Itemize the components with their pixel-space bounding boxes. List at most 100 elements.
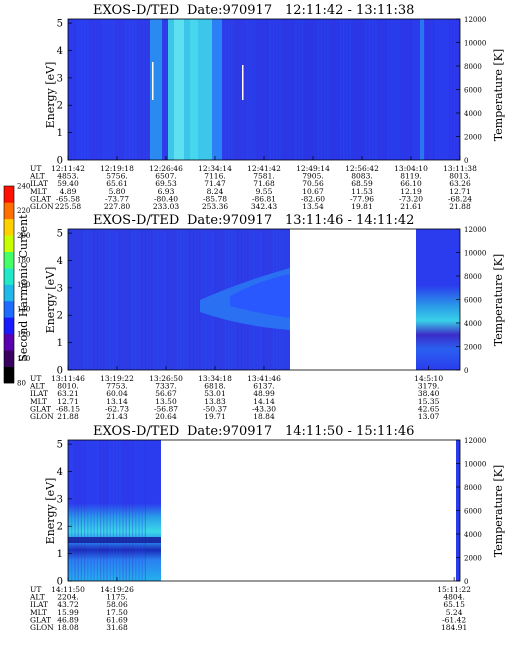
y2-tick-label: 12000 <box>464 16 486 24</box>
orbit-cell: 13:26:50 <box>149 374 183 383</box>
orbit-cell: 10.67 <box>302 187 324 196</box>
colorbar-tick-label: 180 <box>17 256 30 264</box>
orbit-cell: 342.43 <box>251 202 277 211</box>
y-tick-label: 5 <box>57 229 63 240</box>
colorbar-swatch <box>4 202 14 220</box>
colorbar-swatch <box>4 333 14 351</box>
orbit-cell: 7905. <box>302 172 323 181</box>
orbit-row-label: MLT <box>30 397 47 406</box>
y2-tick-label: 10000 <box>464 250 486 258</box>
orbit-cell: 19.71 <box>204 412 225 421</box>
orbit-row-label: GLAT <box>30 404 51 413</box>
orbit-cell: 7581. <box>253 172 274 181</box>
orbit-cell: 7116. <box>204 172 225 181</box>
orbit-cell: -50.37 <box>203 404 227 413</box>
colorbar-swatch <box>4 300 14 318</box>
orbit-cell: 184.91 <box>441 623 467 632</box>
orbit-row-label: GLAT <box>30 615 51 624</box>
orbit-cell: 15.35 <box>418 397 440 406</box>
orbit-cell: 12:19:18 <box>100 164 134 173</box>
orbit-cell: 14:19:26 <box>100 585 134 594</box>
spectrogram-panel-3: EXOS-D/TED Date:970917 14:11:50 - 15:11:… <box>29 424 505 632</box>
y-tick-label: 3 <box>57 494 63 505</box>
orbit-row-label: GLON <box>30 623 54 632</box>
y2-tick-label: 4000 <box>464 320 482 328</box>
colorbar: 80 100 120 140 160 180 200 220 240 Second Harmon… <box>3 183 30 388</box>
orbit-row-label: UT <box>30 164 41 173</box>
orbit-cell: -65.58 <box>56 194 80 203</box>
orbit-cell: 13:19:22 <box>100 374 134 383</box>
y2-tick-label: 10000 <box>464 461 486 469</box>
y2-tick-label: 0 <box>464 367 468 375</box>
y-tick-label: 1 <box>57 549 63 560</box>
orbit-cell: -73.20 <box>399 194 423 203</box>
orbit-cell: 233.03 <box>153 202 179 211</box>
orbit-cell: 7337. <box>155 382 176 391</box>
orbit-cell: 61.69 <box>106 615 128 624</box>
colorbar-swatch <box>4 235 14 252</box>
orbit-cell: 13:41:46 <box>247 374 281 383</box>
orbit-cell: 11.53 <box>351 187 373 196</box>
orbit-cell: -85.78 <box>203 194 227 203</box>
orbit-cell: 38.40 <box>418 389 440 398</box>
orbit-row-label: MLT <box>30 187 47 196</box>
spectrogram-image <box>68 440 460 581</box>
y-tick-label: 2 <box>57 522 63 533</box>
colorbar-ticks: 80 100 120 140 160 180 200 220 240 <box>17 183 30 388</box>
orbit-cell: -43.30 <box>252 404 276 413</box>
y2-tick-label: 2000 <box>464 555 482 563</box>
orbit-cell: 71.68 <box>253 179 275 188</box>
colorbar-tick-label: 80 <box>17 380 26 388</box>
orbit-row-label: UT <box>30 374 41 383</box>
orbit-row-label: ILAT <box>30 600 48 609</box>
y-tick-label: 5 <box>57 440 63 451</box>
orbit-cell: -68.15 <box>56 404 80 413</box>
orbit-cell: 13.07 <box>418 412 440 421</box>
spectrogram-image <box>68 229 460 370</box>
orbit-cell: 1175. <box>106 593 127 602</box>
y-tick-label: 0 <box>57 156 63 167</box>
orbit-cell: 225.58 <box>55 202 81 211</box>
orbit-row-label: GLON <box>30 412 54 421</box>
orbit-cell: 46.89 <box>57 615 79 624</box>
panel-date: Date:970917 <box>187 424 272 439</box>
panel-time-range: 12:11:42 - 13:11:38 <box>285 3 414 18</box>
y2-tick-label: 2000 <box>464 134 482 142</box>
orbit-cell: 13:11:46 <box>51 374 85 383</box>
orbit-cell: 3179. <box>418 382 439 391</box>
colorbar-tick-label: 140 <box>17 306 30 314</box>
orbit-row-label: GLON <box>30 202 54 211</box>
orbit-cell: 17.50 <box>106 608 128 617</box>
orbit-cell: 12:11:42 <box>51 164 85 173</box>
orbit-cell: 14.14 <box>253 397 275 406</box>
colorbar-tick-label: 200 <box>17 232 30 240</box>
orbit-cell: 21.61 <box>400 202 421 211</box>
orbit-cell: 13.14 <box>106 397 128 406</box>
y2-tick-label: 6000 <box>464 508 482 516</box>
orbit-cell: 4804. <box>443 593 464 602</box>
colorbar-swatch <box>4 218 14 236</box>
orbit-cell: -56.87 <box>154 404 178 413</box>
orbit-cell: 31.68 <box>106 623 128 632</box>
orbit-cell: -73.77 <box>105 194 129 203</box>
spectrogram-panel-1: EXOS-D/TED Date:970917 12:11:42 - 13:11:… <box>29 3 505 211</box>
orbit-cell: 5.24 <box>446 608 463 617</box>
orbit-cell: 14:5:10 <box>414 374 443 383</box>
orbit-row-label: GLAT <box>30 194 51 203</box>
panel-title: EXOS-D/TED <box>93 424 179 439</box>
y-tick-label: 5 <box>57 19 63 30</box>
colorbar-swatch <box>4 366 14 384</box>
orbit-cell: 59.40 <box>57 179 79 188</box>
orbit-cell: -86.81 <box>252 194 276 203</box>
y2-tick-label: 8000 <box>464 484 482 492</box>
colorbar-tick-label: 120 <box>17 330 30 338</box>
orbit-cell: 48.99 <box>253 389 275 398</box>
orbit-cell: 15:11:22 <box>437 585 471 594</box>
orbit-cell: 69.53 <box>155 179 177 188</box>
orbit-cell: 70.56 <box>302 179 324 188</box>
orbit-cell: 14:11:50 <box>51 585 85 594</box>
orbit-cell: 12:56:42 <box>345 164 379 173</box>
orbit-cell: 8083. <box>351 172 372 181</box>
